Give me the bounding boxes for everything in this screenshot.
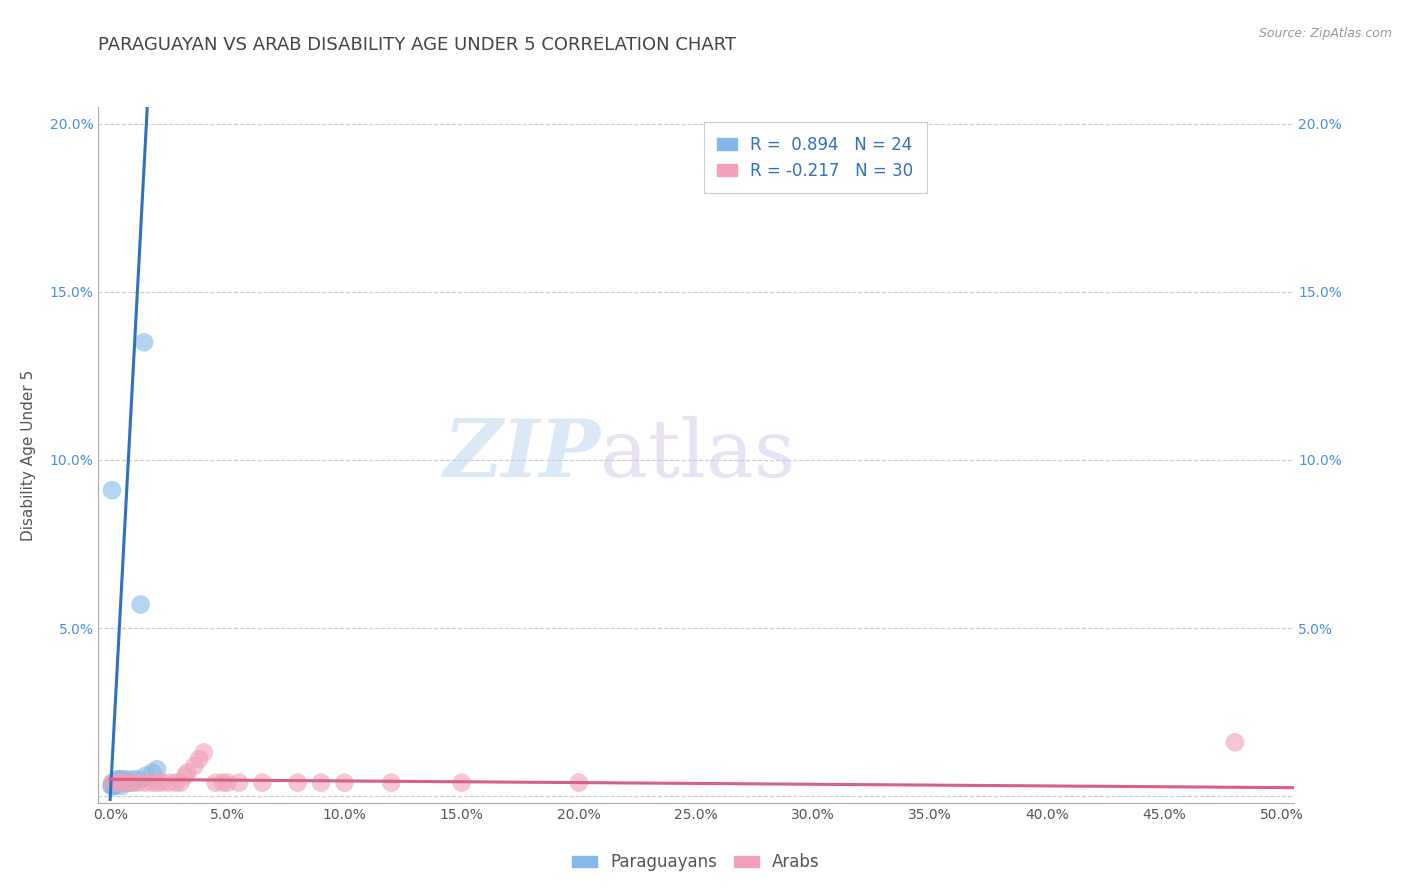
Text: ZIP: ZIP	[443, 417, 600, 493]
Point	[176, 765, 198, 780]
Point	[103, 779, 125, 793]
Point	[108, 772, 131, 787]
Point	[568, 775, 591, 789]
Point	[101, 483, 124, 498]
Point	[183, 759, 205, 773]
Point	[100, 779, 122, 793]
Point	[115, 772, 138, 787]
Point	[127, 775, 149, 789]
Point	[157, 775, 180, 789]
Point	[122, 775, 145, 789]
Point	[169, 775, 191, 789]
Point	[127, 772, 149, 787]
Point	[111, 772, 134, 787]
Point	[105, 775, 128, 789]
Point	[134, 335, 156, 350]
Point	[228, 775, 250, 789]
Y-axis label: Disability Age Under 5: Disability Age Under 5	[21, 369, 35, 541]
Point	[111, 779, 134, 793]
Point	[120, 775, 142, 789]
Point	[287, 775, 309, 789]
Text: Source: ZipAtlas.com: Source: ZipAtlas.com	[1258, 27, 1392, 40]
Point	[380, 775, 402, 789]
Legend: Paraguayans, Arabs: Paraguayans, Arabs	[565, 847, 827, 878]
Point	[101, 775, 124, 789]
Point	[105, 775, 128, 789]
Point	[309, 775, 332, 789]
Point	[101, 779, 124, 793]
Point	[150, 775, 173, 789]
Point	[252, 775, 274, 789]
Point	[111, 775, 134, 789]
Point	[129, 598, 152, 612]
Point	[101, 775, 124, 789]
Point	[165, 775, 187, 789]
Point	[134, 769, 156, 783]
Point	[450, 775, 472, 789]
Point	[108, 775, 131, 789]
Point	[211, 775, 233, 789]
Point	[141, 775, 163, 789]
Point	[134, 775, 156, 789]
Point	[1223, 735, 1246, 749]
Text: atlas: atlas	[600, 416, 796, 494]
Point	[188, 752, 211, 766]
Point	[204, 775, 226, 789]
Point	[193, 745, 215, 759]
Point	[333, 775, 356, 789]
Point	[118, 775, 141, 789]
Point	[141, 765, 163, 780]
Point	[122, 772, 145, 787]
Point	[104, 775, 127, 789]
Point	[146, 762, 169, 776]
Point	[217, 775, 239, 789]
Point	[146, 775, 169, 789]
Point	[174, 769, 197, 783]
Text: PARAGUAYAN VS ARAB DISABILITY AGE UNDER 5 CORRELATION CHART: PARAGUAYAN VS ARAB DISABILITY AGE UNDER …	[98, 36, 737, 54]
Point	[115, 775, 138, 789]
Point	[112, 775, 135, 789]
Point	[105, 772, 128, 787]
Point	[104, 779, 127, 793]
